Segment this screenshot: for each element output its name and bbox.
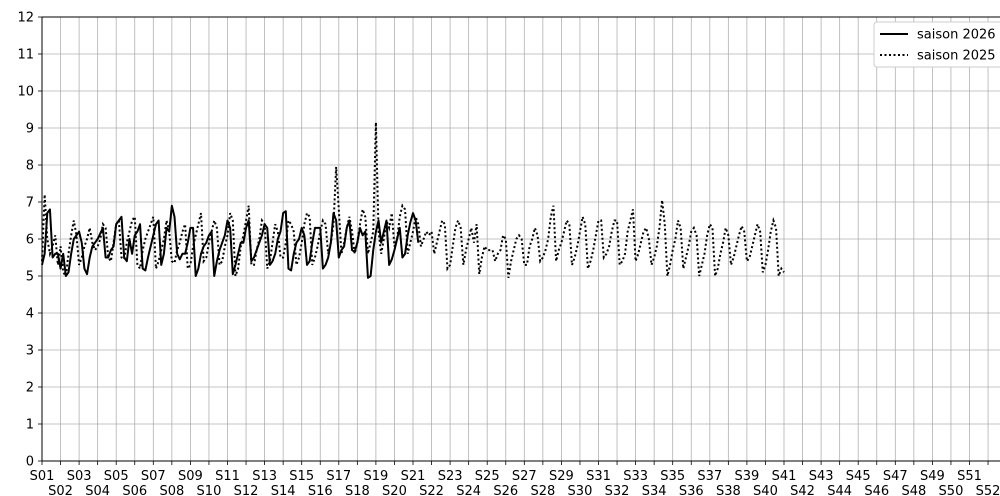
x-tick-label: S26	[493, 484, 518, 496]
series-lines	[41, 122, 785, 279]
x-tick-label: S44	[827, 484, 852, 496]
x-tick-label: S38	[716, 484, 741, 496]
x-tick-label: S47	[883, 469, 908, 484]
x-tick-label: S19	[364, 469, 389, 484]
x-tick-label: S39	[735, 469, 760, 484]
x-tick-label: S24	[456, 484, 481, 496]
x-tick-label: S43	[809, 469, 834, 484]
y-tick-label: 5	[26, 270, 34, 285]
x-tick-label: S12	[234, 484, 259, 496]
x-tick-label: S06	[122, 484, 147, 496]
x-tick-label: S50	[939, 484, 964, 496]
x-tick-label: S03	[67, 469, 92, 484]
x-tick-label: S30	[568, 484, 593, 496]
x-tick-label: S37	[697, 469, 722, 484]
x-tick-label: S21	[401, 469, 426, 484]
x-tick-label: S45	[846, 469, 871, 484]
y-tick-label: 8	[26, 159, 34, 174]
x-tick-label: S01	[30, 469, 55, 484]
x-tick-label: S35	[660, 469, 685, 484]
x-tick-label: S28	[530, 484, 555, 496]
y-tick-label: 0	[26, 455, 34, 470]
x-tick-label: S27	[512, 469, 537, 484]
x-tick-label: S14	[271, 484, 296, 496]
x-axis-ticks: S01S02S03S04S05S06S07S08S09S10S11S12S13S…	[30, 461, 1000, 496]
y-tick-label: 4	[26, 307, 34, 322]
x-tick-label: S10	[197, 484, 222, 496]
x-tick-label: S25	[475, 469, 500, 484]
series-line-2025	[41, 122, 785, 279]
legend-label-series-1: saison 2026	[917, 28, 996, 43]
x-tick-label: S05	[104, 469, 129, 484]
x-tick-label: S11	[215, 469, 240, 484]
x-tick-label: S17	[326, 469, 351, 484]
legend: saison 2026 saison 2025	[873, 21, 1000, 68]
y-tick-label: 7	[26, 196, 34, 211]
x-tick-label: S32	[605, 484, 630, 496]
x-tick-label: S20	[382, 484, 407, 496]
x-tick-label: S22	[419, 484, 444, 496]
y-tick-label: 1	[26, 418, 34, 433]
y-tick-label: 12	[17, 11, 34, 26]
y-tick-label: 6	[26, 233, 34, 248]
x-tick-label: S36	[679, 484, 704, 496]
x-tick-label: S41	[772, 469, 797, 484]
x-tick-label: S33	[623, 469, 648, 484]
x-tick-label: S40	[753, 484, 778, 496]
y-tick-label: 9	[26, 122, 34, 137]
x-tick-label: S18	[345, 484, 370, 496]
y-tick-label: 3	[26, 344, 34, 359]
x-tick-label: S48	[901, 484, 926, 496]
x-tick-label: S02	[48, 484, 73, 496]
y-tick-label: 2	[26, 381, 34, 396]
x-tick-label: S15	[289, 469, 314, 484]
x-tick-label: S16	[308, 484, 333, 496]
x-tick-label: S49	[920, 469, 945, 484]
x-tick-label: S46	[864, 484, 889, 496]
x-tick-label: S42	[790, 484, 815, 496]
series-line-2026	[41, 204, 420, 279]
x-tick-label: S31	[586, 469, 611, 484]
legend-label-series-2: saison 2025	[917, 49, 996, 64]
x-tick-label: S08	[159, 484, 184, 496]
x-tick-label: S23	[438, 469, 463, 484]
x-tick-label: S07	[141, 469, 166, 484]
x-tick-label: S29	[549, 469, 574, 484]
x-tick-label: S52	[976, 484, 1000, 496]
y-tick-label: 10	[17, 85, 34, 100]
x-tick-label: S09	[178, 469, 203, 484]
x-tick-label: S34	[642, 484, 667, 496]
y-tick-label: 11	[17, 48, 34, 63]
x-tick-label: S51	[957, 469, 982, 484]
x-tick-label: S04	[85, 484, 110, 496]
x-tick-label: S13	[252, 469, 277, 484]
